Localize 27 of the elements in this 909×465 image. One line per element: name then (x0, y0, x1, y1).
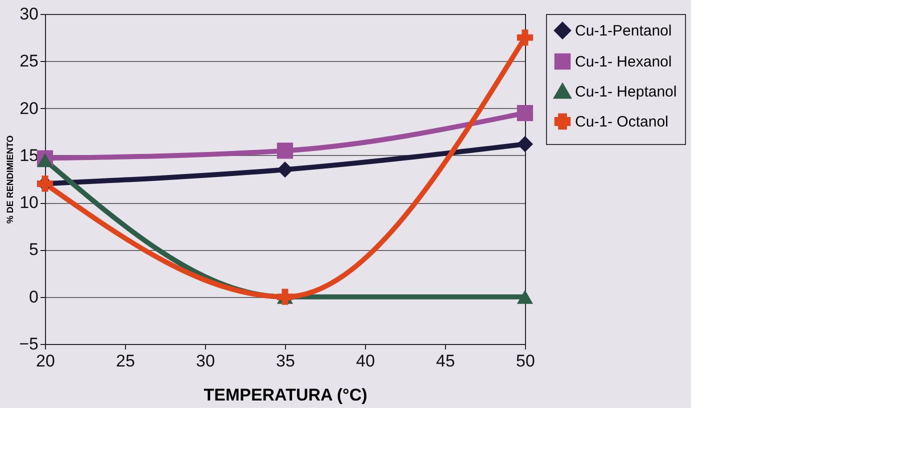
x-axis-title: TEMPERATURA (°C) (204, 386, 368, 404)
point (36, 153, 54, 168)
x-tick-label: 45 (436, 352, 455, 370)
y-tick-label: 20 (20, 98, 38, 118)
y-tick-label: 0 (29, 287, 38, 306)
y-tick-label: 15 (20, 146, 38, 165)
y-tick-label: 30 (20, 4, 38, 24)
legend-label: Cu-1- Heptanol (575, 84, 677, 100)
y-tick-label: −5 (19, 334, 38, 354)
point (516, 104, 534, 122)
y-tick-label: 10 (20, 193, 38, 212)
point (276, 162, 294, 178)
x-tick-label: 40 (356, 352, 375, 370)
x-tick-label: 30 (196, 352, 215, 370)
y-tick-label: 5 (29, 240, 38, 260)
legend-label: Cu-1- Octanol (575, 114, 668, 130)
point (276, 142, 294, 159)
y-axis-title: % DE RENDIMIENTO (5, 135, 16, 224)
legend-label: Cu-1- Hexanol (575, 54, 672, 70)
point (516, 136, 534, 152)
x-tick-label: 25 (116, 352, 135, 370)
y-tick-label: 25 (20, 52, 38, 71)
point (516, 30, 534, 46)
legend-label: Cu-1-Pentanol (575, 22, 672, 40)
point (516, 290, 534, 304)
x-tick-label: 50 (516, 352, 535, 370)
x-tick-label: 35 (276, 352, 295, 370)
